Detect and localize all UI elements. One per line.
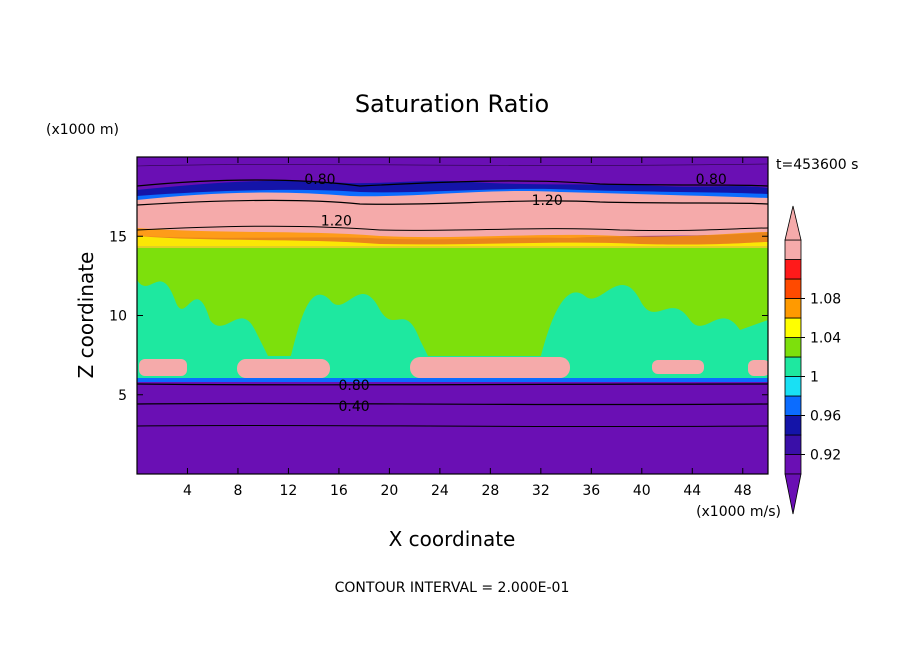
contour-interval: CONTOUR INTERVAL = 2.000E-01 <box>335 580 570 596</box>
pink-blob-2 <box>237 359 330 378</box>
y-tick-label: 5 <box>118 388 127 404</box>
saturation-field: 0.80 0.80 1.20 1.20 0.80 0.40 <box>137 157 768 474</box>
contour-0.40-lower <box>137 402 768 406</box>
colorbar-label: 1.08 <box>810 292 841 308</box>
time-label: t=453600 s <box>776 157 858 173</box>
colorbar-swatch <box>784 376 802 397</box>
colorbar-swatch <box>784 298 802 319</box>
x-tick-label: 4 <box>183 483 192 499</box>
pink-blob-5 <box>748 360 768 376</box>
pink-blob-1 <box>139 359 187 376</box>
pink-blob-4 <box>652 360 704 374</box>
colorbar-label: 1 <box>810 370 819 386</box>
contour-label: 0.80 <box>304 172 335 188</box>
chart-title: Saturation Ratio <box>355 90 549 118</box>
x-tick-label: 32 <box>532 483 550 499</box>
x-tick-label: 20 <box>380 483 398 499</box>
plume-2 <box>290 293 430 360</box>
x-tick-label: 12 <box>280 483 298 499</box>
pink-layer-upper <box>137 191 768 240</box>
y-tick-label: 15 <box>109 229 127 245</box>
pink-blob-3 <box>410 357 570 378</box>
colorbar-swatch <box>784 356 802 377</box>
colorbar-label: 1.04 <box>810 331 841 347</box>
y-tick-label: 10 <box>109 309 127 325</box>
colorbar-swatch <box>784 395 802 416</box>
x-tick-label: 24 <box>431 483 449 499</box>
colorbar-swatch <box>784 337 802 358</box>
x-tick-label: 36 <box>582 483 600 499</box>
contour-label: 1.20 <box>321 213 352 229</box>
colorbar-label: 0.92 <box>810 448 841 464</box>
x-tick-label: 44 <box>683 483 701 499</box>
x-axis-ticks: 4 8 12 16 20 24 28 32 36 40 44 48 <box>183 157 752 499</box>
lower-blue-edge <box>137 378 768 382</box>
colorbar-swatch <box>784 278 802 299</box>
x-tick-label: 28 <box>481 483 499 499</box>
contour-label: 0.80 <box>696 172 727 188</box>
x-units: (x1000 m/s) <box>696 504 781 520</box>
colorbar-swatch <box>784 454 802 475</box>
x-axis-label: X coordinate <box>389 527 516 551</box>
x-tick-label: 8 <box>233 483 242 499</box>
x-tick-label: 48 <box>734 483 752 499</box>
colorbar-swatch <box>784 434 802 455</box>
y-units: (x1000 m) <box>46 122 119 138</box>
contour-low-1 <box>137 424 768 428</box>
colorbar-label: 0.96 <box>810 409 841 425</box>
y-axis-label: Z coordinate <box>74 252 98 379</box>
contour-label: 1.20 <box>532 193 563 209</box>
plume-3 <box>540 285 768 360</box>
contour-label: 0.40 <box>338 399 369 415</box>
colorbar: 0.92 0.96 1 1.04 1.08 <box>784 205 841 515</box>
contour-1.20-upper <box>137 199 768 206</box>
x-tick-label: 40 <box>633 483 651 499</box>
x-tick-label: 16 <box>330 483 348 499</box>
contour-0.80-lower <box>137 383 768 386</box>
y-axis-ticks: 5 10 15 <box>109 229 768 404</box>
plume-1 <box>137 280 270 360</box>
colorbar-swatch <box>784 415 802 436</box>
colorbar-swatch <box>784 259 802 280</box>
contour-1.00-upper <box>137 225 768 232</box>
colorbar-extend-bottom <box>784 473 802 515</box>
contour-label: 0.80 <box>338 378 369 394</box>
colorbar-swatch <box>784 317 802 338</box>
colorbar-swatch <box>784 239 802 260</box>
contour-0.80-upper <box>137 179 768 187</box>
contour-top <box>137 163 768 167</box>
colorbar-extend-top <box>784 205 802 241</box>
